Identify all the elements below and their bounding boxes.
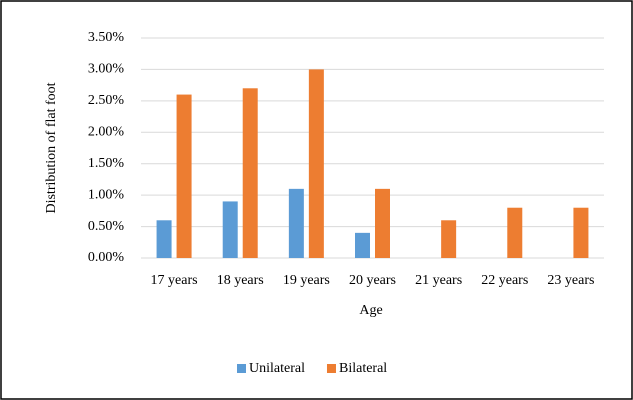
y-axis-label: Distribution of flat foot bbox=[44, 82, 59, 213]
bar bbox=[176, 94, 192, 258]
legend-swatch bbox=[237, 364, 246, 373]
legend-swatch bbox=[326, 364, 336, 373]
legend-label: Bilateral bbox=[339, 361, 387, 376]
bar bbox=[222, 201, 238, 258]
x-tick-label: 20 years bbox=[349, 273, 396, 288]
x-tick-label: 17 years bbox=[151, 273, 198, 288]
bar bbox=[441, 220, 457, 258]
bar bbox=[375, 188, 390, 258]
x-tick-label: 18 years bbox=[217, 273, 264, 288]
legend-label: Unilateral bbox=[249, 361, 305, 376]
y-tick-label: 2.50% bbox=[88, 93, 125, 108]
x-tick-label: 19 years bbox=[283, 273, 330, 288]
y-tick-label: 0.50% bbox=[88, 219, 125, 234]
x-tick-label: 22 years bbox=[481, 273, 528, 288]
x-axis-label: Age bbox=[359, 303, 382, 318]
bar bbox=[573, 207, 589, 258]
bar bbox=[308, 69, 324, 258]
y-tick-label: 2.00% bbox=[88, 125, 125, 140]
bar bbox=[156, 220, 172, 258]
x-tick-label: 23 years bbox=[547, 273, 594, 288]
y-tick-label: 1.00% bbox=[88, 187, 125, 202]
y-tick-label: 1.50% bbox=[88, 156, 125, 171]
bar bbox=[288, 188, 304, 258]
bar bbox=[507, 207, 523, 258]
bar bbox=[242, 88, 258, 259]
y-tick-label: 3.50% bbox=[88, 30, 125, 45]
x-tick-label: 21 years bbox=[415, 273, 462, 288]
y-tick-label: 3.00% bbox=[88, 62, 125, 77]
bar bbox=[355, 232, 370, 258]
y-tick-label: 0.00% bbox=[88, 250, 125, 265]
